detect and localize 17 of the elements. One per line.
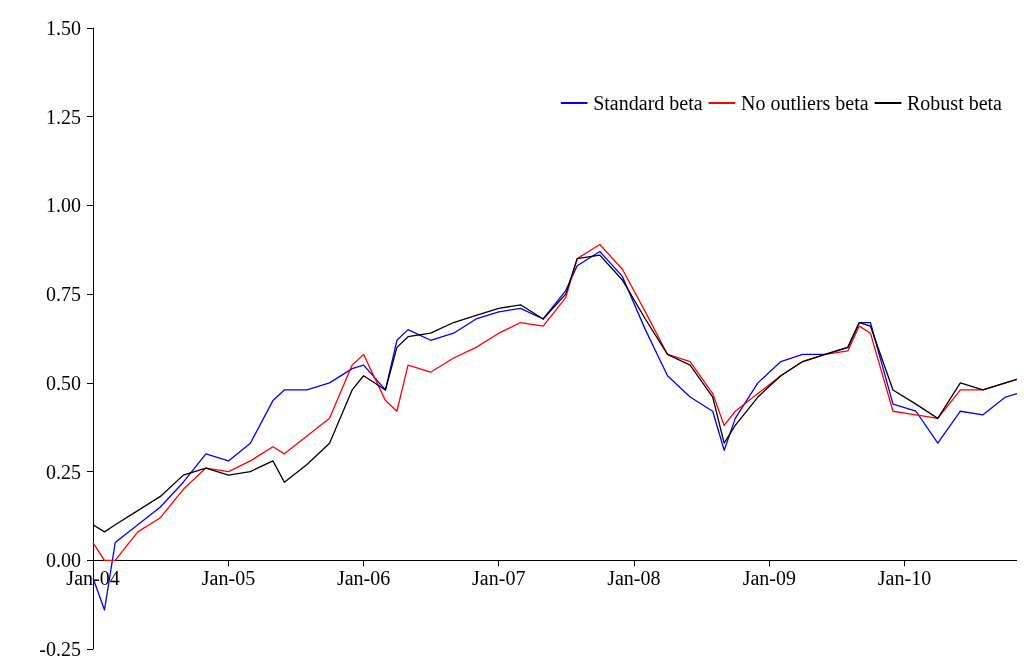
y-tick-label: -0.25: [39, 638, 81, 660]
y-tick-label: 1.50: [46, 17, 81, 39]
y-tick-label: 1.00: [46, 194, 81, 217]
y-tick-label: 0.75: [46, 283, 81, 306]
legend-label: Standard beta: [593, 92, 703, 114]
y-tick-label: 0.00: [46, 549, 81, 572]
x-tick-label: Jan-08: [607, 567, 661, 590]
x-tick-label: Jan-10: [877, 567, 932, 590]
legend-label: No outliers beta: [740, 92, 869, 114]
y-tick-label: 1.25: [46, 105, 81, 128]
x-tick-label: Jan-07: [472, 567, 526, 590]
x-tick-label: Jan-05: [201, 567, 256, 590]
legend-label: Robust beta: [907, 92, 1003, 114]
y-tick-label: 0.50: [46, 371, 81, 394]
x-tick-label: Jan-06: [336, 567, 391, 590]
y-tick-label: 0.25: [46, 460, 81, 483]
x-tick-label: Jan-09: [742, 567, 797, 590]
